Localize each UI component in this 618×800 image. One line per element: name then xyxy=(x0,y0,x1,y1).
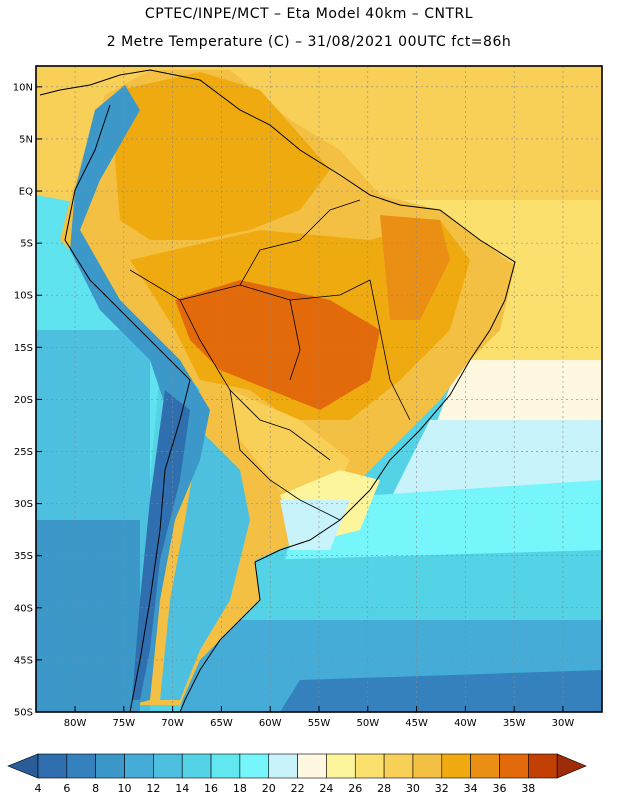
lat-label-25s: 25S xyxy=(14,447,33,458)
lat-label-50s: 50S xyxy=(14,708,33,719)
lat-label-5n: 5N xyxy=(19,134,33,145)
colorbar-label: 18 xyxy=(233,782,247,795)
colorbar-label: 26 xyxy=(348,782,362,795)
colorbar-swatch xyxy=(412,753,443,779)
colorbar-arrow-high xyxy=(556,753,587,779)
lon-label-65w: 65W xyxy=(210,718,233,729)
colorbar-swatch xyxy=(441,753,471,779)
south-transition xyxy=(230,390,350,500)
colorbar-swatch xyxy=(268,753,298,779)
lat-label-40s: 40S xyxy=(14,603,33,614)
lon-label-55w: 55W xyxy=(308,718,331,729)
colorbar-swatch xyxy=(124,753,154,779)
lat-label-30s: 30S xyxy=(14,499,33,510)
coastline xyxy=(39,69,516,712)
lon-label-60w: 60W xyxy=(259,718,282,729)
far-south-pacific-band xyxy=(36,520,140,712)
colorbar-swatch xyxy=(37,753,68,779)
colorbar-swatch xyxy=(326,753,356,779)
colorbar-swatch xyxy=(470,753,500,779)
atlantic-cold-band-4 xyxy=(280,670,602,712)
colorbar-swatch xyxy=(181,753,212,779)
lat-label-15s: 15S xyxy=(14,343,33,354)
colorbar-swatch xyxy=(528,753,558,779)
lat-label-10n: 10N xyxy=(13,82,33,93)
colorbar-label: 10 xyxy=(118,782,132,795)
colorbar-label: 30 xyxy=(406,782,420,795)
colorbar-swatch xyxy=(153,753,183,779)
chart-title-line-2: 2 Metre Temperature (C) – 31/08/2021 00U… xyxy=(106,34,512,50)
colorbar-label: 36 xyxy=(492,782,506,795)
colorbar-label: 6 xyxy=(63,782,70,795)
lat-label-10s: 10S xyxy=(14,291,33,302)
colorbar-label: 38 xyxy=(521,782,535,795)
patagonia-cool xyxy=(160,430,250,700)
lon-label-50w: 50W xyxy=(356,718,379,729)
lat-lon-grid xyxy=(36,66,602,713)
lon-label-80w: 80W xyxy=(64,718,87,729)
colorbar-arrow-low xyxy=(7,753,39,779)
colorbar-label: 34 xyxy=(464,782,478,795)
colorbar-swatch xyxy=(383,753,414,779)
colorbar-swatch xyxy=(499,753,529,779)
latitude-axis: 10N 5N EQ 5S 10S 15S 20S 25S 30S 35S 40S 45S 50S xyxy=(13,82,42,719)
lat-label-35s: 35S xyxy=(14,551,33,562)
colorbar-swatch xyxy=(297,753,327,779)
colorbar-swatch xyxy=(95,753,125,779)
lon-label-75w: 75W xyxy=(113,718,136,729)
amazon-north-warm xyxy=(115,72,330,240)
colorbar-swatch xyxy=(239,753,270,779)
temperature-field xyxy=(36,66,602,712)
northeast-hot xyxy=(380,215,450,320)
colorbar-label: 24 xyxy=(319,782,333,795)
colorbar-label: 22 xyxy=(291,782,305,795)
colorbar-label: 20 xyxy=(262,782,276,795)
colorbar-swatch xyxy=(354,753,385,779)
lat-label-45s: 45S xyxy=(14,655,33,666)
lon-label-35w: 35W xyxy=(503,718,526,729)
lon-label-45w: 45W xyxy=(405,718,428,729)
colorbar-label: 12 xyxy=(146,782,160,795)
lat-label-20s: 20S xyxy=(14,395,33,406)
uruguay-cool xyxy=(280,500,350,550)
colorbar: 4 6 8 10 12 14 16 18 20 22 24 26 28 30 32 34 36 38 xyxy=(7,753,587,795)
colorbar-swatch xyxy=(66,753,96,779)
lon-label-70w: 70W xyxy=(161,718,184,729)
country-borders xyxy=(129,199,411,521)
lat-label-eq: EQ xyxy=(19,187,33,198)
longitude-axis: 80W 75W 70W 65W 60W 55W 50W 45W 40W 35W 30W xyxy=(64,706,575,729)
chart-title-line-1: CPTEC/INPE/MCT – Eta Model 40km – CNTRL xyxy=(144,6,474,22)
lon-label-40w: 40W xyxy=(454,718,477,729)
lat-label-5s: 5S xyxy=(20,239,33,250)
lon-label-30w: 30W xyxy=(552,718,575,729)
colorbar-label: 16 xyxy=(204,782,218,795)
colorbar-label: 4 xyxy=(35,782,42,795)
central-hot xyxy=(175,280,380,410)
colorbar-label: 32 xyxy=(435,782,449,795)
colorbar-swatch xyxy=(210,753,241,779)
colorbar-label: 14 xyxy=(175,782,189,795)
colorbar-label: 8 xyxy=(92,782,99,795)
colorbar-label: 28 xyxy=(377,782,391,795)
andes-cold xyxy=(70,85,210,705)
